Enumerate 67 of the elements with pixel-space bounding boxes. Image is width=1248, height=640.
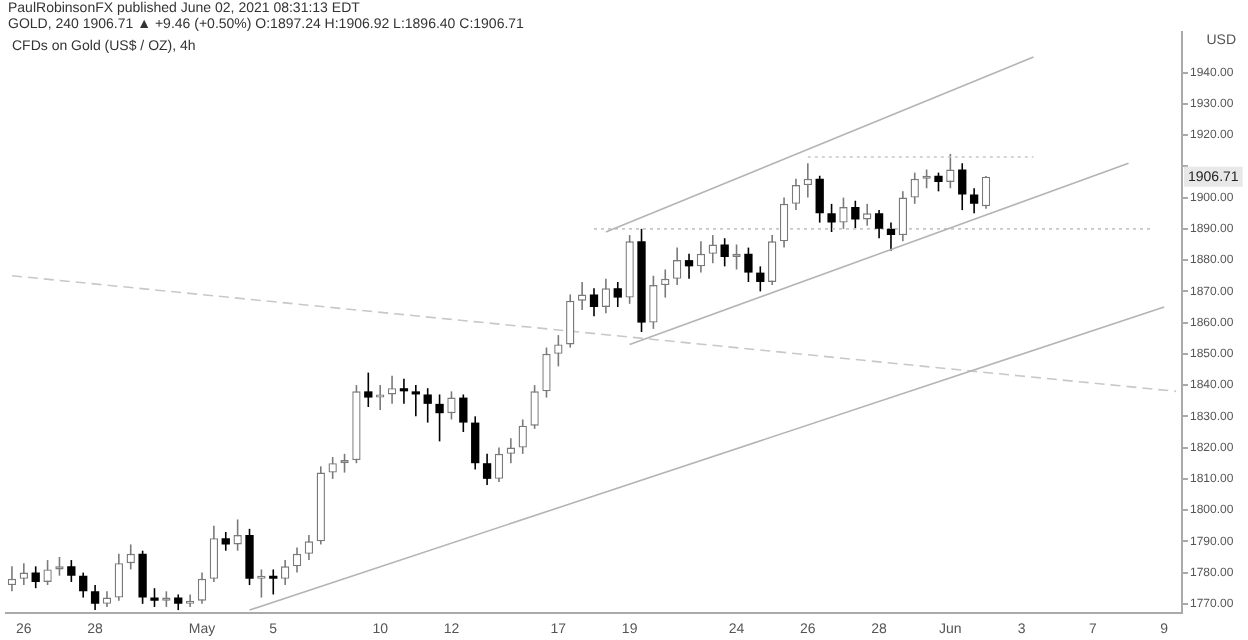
candlestick (233, 518, 242, 552)
candlestick (827, 203, 836, 233)
candlestick (696, 240, 706, 274)
candlestick (851, 199, 860, 230)
candlestick (566, 293, 575, 349)
candlestick (340, 453, 349, 474)
candlestick (482, 453, 492, 486)
candlestick (447, 390, 456, 421)
candlestick (958, 162, 967, 211)
candlestick (114, 553, 124, 602)
candlestick (720, 237, 729, 268)
candlestick (209, 524, 219, 583)
candlestick (969, 187, 979, 215)
candlestick (387, 374, 397, 405)
candlestick (886, 221, 896, 252)
candlestick (518, 418, 527, 455)
candlestick (292, 546, 302, 574)
candlestick (150, 587, 159, 608)
candlestick (7, 565, 17, 593)
candlestick (815, 174, 824, 224)
candlestick (708, 234, 717, 265)
candlestick (589, 287, 599, 318)
candlestick (126, 543, 135, 571)
candlestick (67, 559, 76, 583)
candlestick (304, 534, 314, 561)
candlestick (197, 571, 207, 605)
candlestick (577, 281, 587, 311)
candlestick (779, 196, 789, 249)
candlestick (459, 393, 468, 433)
candlestick (910, 171, 919, 205)
candlestick (732, 243, 741, 271)
candlestick (19, 562, 28, 586)
candlestick (43, 559, 52, 586)
candlestick (601, 278, 611, 315)
candlestick (981, 175, 991, 210)
candlestick (245, 528, 254, 586)
candlestick (90, 584, 100, 611)
candlestick (898, 190, 908, 243)
candlestick (684, 253, 694, 280)
candlestick (471, 415, 480, 471)
candlestick (280, 559, 290, 586)
candlestick (364, 371, 373, 408)
candlestick (269, 568, 278, 596)
candlestick (138, 549, 147, 605)
candlestick (613, 281, 622, 308)
candlestick (221, 531, 230, 552)
candlestick (946, 153, 955, 190)
candlestick (661, 268, 670, 299)
candlestick (399, 378, 409, 405)
candlestick (494, 446, 504, 483)
candlestick (839, 196, 848, 230)
candlestick (435, 393, 444, 443)
candlestick (672, 246, 682, 286)
candlestick (411, 384, 420, 418)
candlestick (506, 437, 516, 465)
candlestick (542, 346, 551, 399)
candlestick (79, 571, 88, 599)
candlestick (934, 171, 943, 193)
candlestick (31, 565, 40, 589)
candlestick (803, 162, 812, 199)
candlestick (791, 178, 801, 211)
candlestick (768, 234, 777, 286)
candlestick (874, 209, 884, 240)
candlestick (423, 387, 432, 424)
candlestick (756, 265, 765, 293)
candlestick (744, 246, 753, 283)
candlestick (863, 203, 872, 227)
